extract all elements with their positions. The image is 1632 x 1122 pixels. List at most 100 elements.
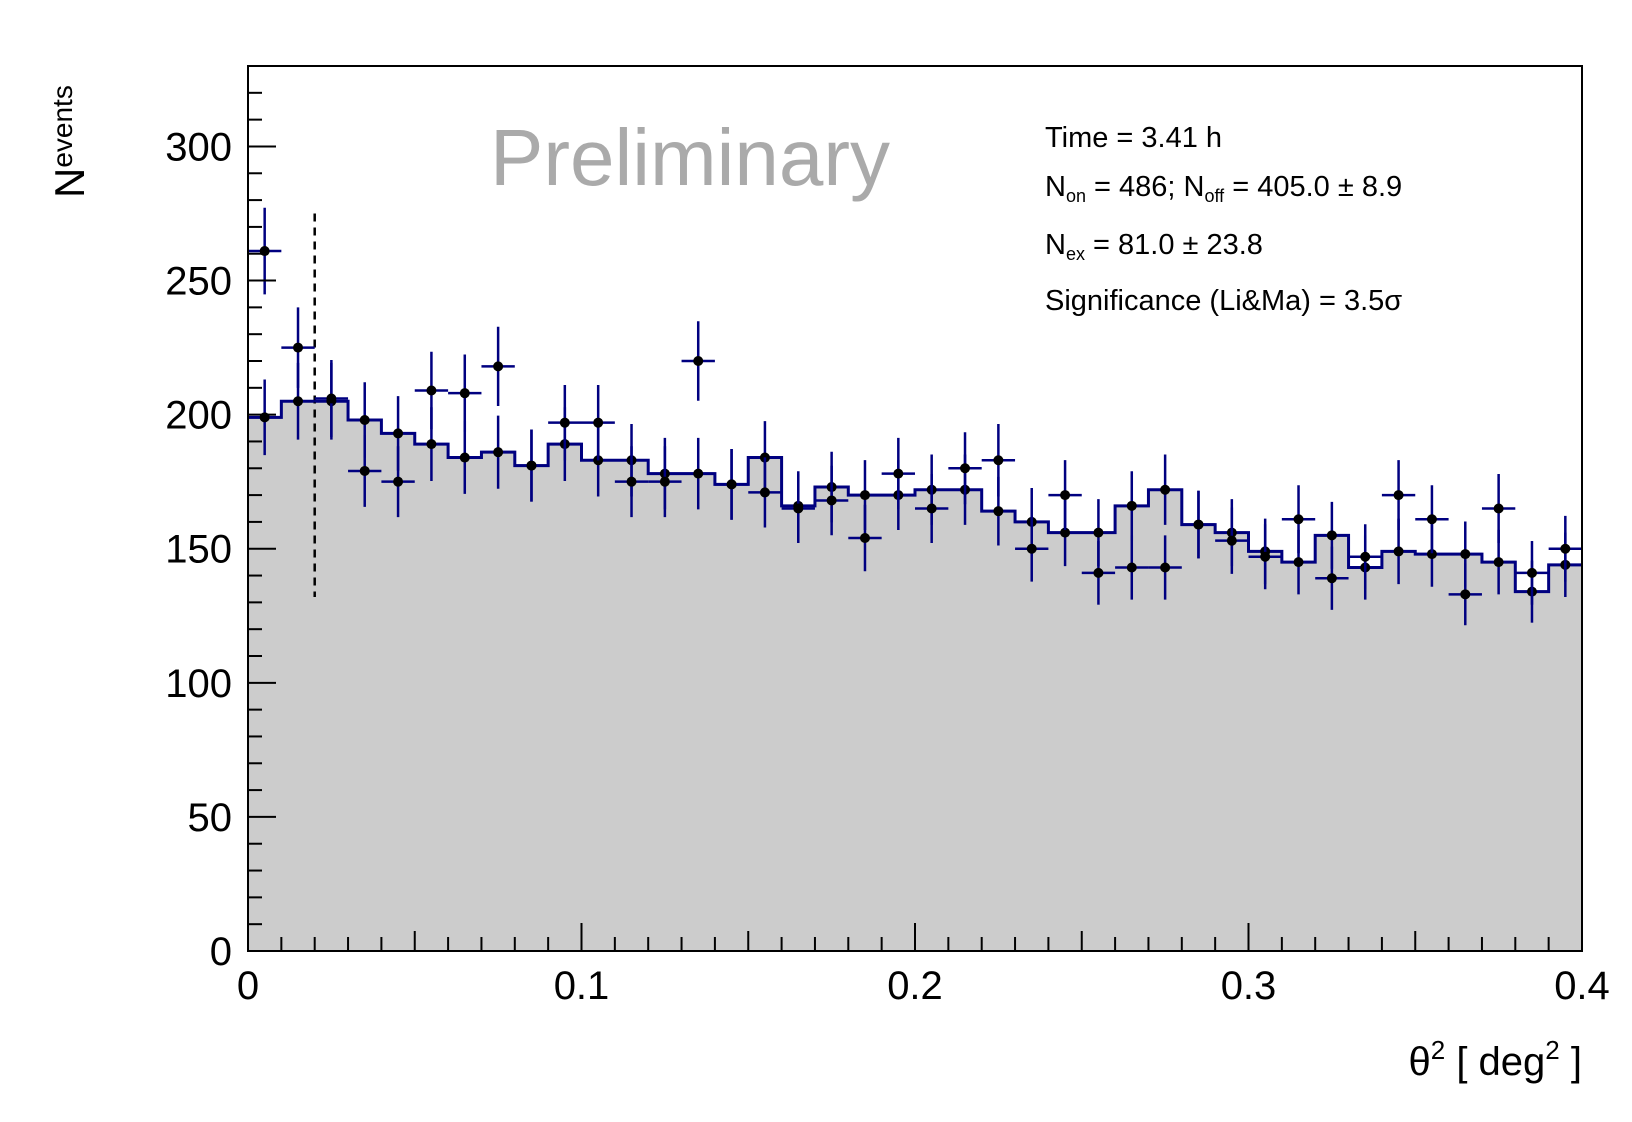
on-point-26	[1115, 535, 1149, 600]
on-marker	[1226, 535, 1237, 546]
on-marker	[626, 476, 637, 487]
on-marker	[659, 476, 670, 487]
on-marker	[1360, 551, 1371, 562]
on-point-20	[915, 474, 949, 543]
on-point-37	[1481, 474, 1516, 543]
off-marker	[1160, 484, 1171, 495]
y-tick-label: 300	[165, 125, 232, 169]
on-marker	[1393, 490, 1404, 501]
x-tick-label: 0.3	[1221, 964, 1277, 1008]
on-marker	[359, 465, 370, 476]
on-marker	[493, 361, 504, 372]
x-tick-label: 0	[237, 964, 259, 1008]
on-point-11	[614, 446, 649, 518]
x-tick-label: 0.1	[554, 964, 610, 1008]
off-marker	[459, 452, 470, 463]
on-marker	[593, 417, 604, 428]
off-marker	[1060, 527, 1071, 538]
on-point-3	[348, 435, 382, 507]
on-marker	[1026, 543, 1037, 554]
on-point-32	[1315, 546, 1349, 610]
off-point-13	[681, 437, 715, 510]
y-tick-label: 100	[165, 662, 232, 706]
on-point-13	[681, 321, 715, 401]
off-marker	[1493, 557, 1504, 568]
on-marker	[1526, 567, 1537, 578]
on-point-22	[981, 423, 1016, 497]
off-marker	[693, 468, 704, 479]
on-point-35	[1415, 485, 1449, 554]
y-tick-label: 150	[165, 528, 232, 572]
on-point-18	[848, 504, 882, 572]
on-point-28	[1181, 490, 1216, 559]
off-marker	[359, 415, 370, 425]
on-marker	[1293, 514, 1304, 525]
on-point-27	[1148, 535, 1182, 600]
on-marker	[1126, 562, 1137, 573]
off-marker	[293, 396, 304, 407]
on-point-1	[281, 307, 315, 388]
on-marker	[859, 533, 870, 543]
on-point-5	[414, 351, 449, 430]
on-point-39	[1548, 515, 1582, 582]
on-point-31	[1281, 485, 1316, 554]
off-marker	[1326, 530, 1337, 541]
y-axis-title: Nevents	[46, 85, 93, 198]
on-marker	[1160, 562, 1171, 573]
off-marker	[1426, 549, 1437, 560]
off-marker	[859, 490, 870, 501]
on-marker	[1093, 567, 1104, 578]
on-marker	[893, 468, 904, 479]
stats-time: Time = 3.41 h	[1045, 122, 1222, 154]
on-point-15	[748, 457, 782, 528]
off-marker	[993, 506, 1004, 517]
on-point-10	[581, 385, 615, 461]
on-point-34	[1381, 460, 1416, 531]
on-point-33	[1348, 524, 1382, 590]
on-point-29	[1215, 507, 1249, 574]
data-points-layer	[248, 207, 1582, 626]
on-point-25	[1081, 541, 1116, 605]
off-marker	[1393, 546, 1404, 557]
stats-excess: Nex = 81.0 ± 23.8	[1045, 229, 1263, 264]
on-point-14	[714, 448, 749, 520]
on-point-4	[381, 446, 415, 518]
on-marker	[459, 388, 470, 399]
on-point-2	[314, 360, 349, 438]
on-point-17	[814, 465, 849, 536]
on-marker	[993, 455, 1004, 466]
on-marker	[1426, 514, 1437, 525]
on-marker	[1060, 490, 1071, 501]
on-marker	[1493, 503, 1504, 514]
x-tick-label: 0.2	[887, 964, 943, 1008]
on-marker	[759, 487, 770, 498]
on-point-24	[1048, 460, 1082, 531]
stats-counts: Non = 486; Noff = 405.0 ± 8.9	[1045, 171, 1402, 206]
off-point-27	[1148, 454, 1182, 525]
off-point-26	[1115, 471, 1149, 541]
on-marker	[326, 393, 337, 404]
stats-significance: Significance (Li&Ma) = 3.5σ	[1045, 285, 1402, 317]
on-marker	[1193, 519, 1204, 530]
stats-box: Time = 3.41 h Non = 486; Noff = 405.0 ± …	[1045, 122, 1402, 317]
on-point-7	[481, 326, 515, 406]
on-point-16	[781, 474, 815, 543]
off-marker	[493, 447, 504, 458]
off-point-6	[448, 421, 482, 494]
on-marker	[1326, 573, 1337, 584]
on-marker	[926, 503, 937, 514]
on-marker	[526, 460, 537, 471]
on-marker	[426, 385, 437, 396]
on-marker	[726, 479, 737, 490]
on-point-19	[881, 437, 915, 510]
on-point-9	[548, 385, 582, 461]
off-point-7	[481, 415, 515, 489]
off-marker	[1293, 557, 1304, 568]
on-marker	[960, 463, 971, 474]
y-tick-label: 0	[210, 930, 232, 974]
on-point-8	[514, 429, 549, 502]
on-marker	[826, 495, 837, 506]
on-point-38	[1515, 541, 1549, 605]
on-marker	[1460, 589, 1471, 600]
